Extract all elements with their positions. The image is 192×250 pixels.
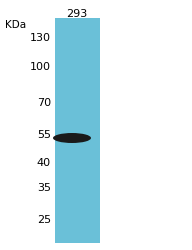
Text: 130: 130 (30, 33, 51, 43)
Text: 40: 40 (37, 158, 51, 168)
Text: 293: 293 (66, 9, 88, 19)
Text: 70: 70 (37, 98, 51, 108)
Ellipse shape (53, 133, 91, 143)
Text: 25: 25 (37, 215, 51, 225)
Text: 55: 55 (37, 130, 51, 140)
Bar (55, 18, 100, 243)
Text: 100: 100 (30, 62, 51, 72)
Text: 35: 35 (37, 183, 51, 193)
Text: KDa: KDa (5, 20, 26, 30)
